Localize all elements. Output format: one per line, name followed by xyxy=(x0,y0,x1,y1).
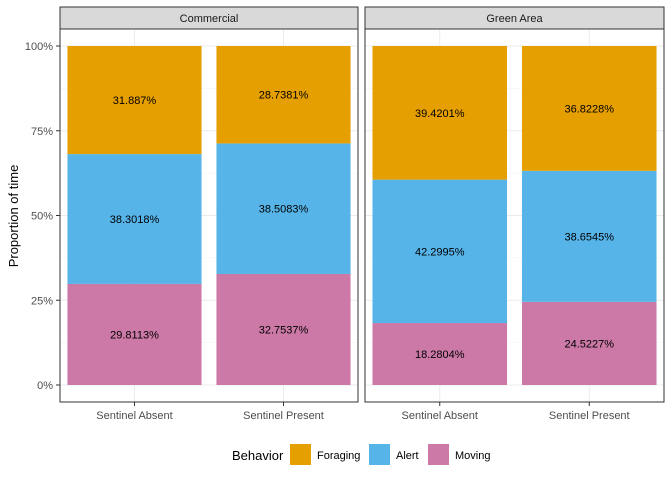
facet-strip xyxy=(59,6,359,30)
legend-label-moving: Moving xyxy=(455,450,490,462)
facet-strip-label: Commercial xyxy=(180,13,239,25)
facet-strip xyxy=(364,6,665,30)
bar-segment-alert xyxy=(67,154,202,284)
bar-segment-foraging xyxy=(521,46,657,171)
y-tick-label: 50% xyxy=(31,211,53,223)
legend-key-alert xyxy=(369,444,390,465)
data-label: 36.8228% xyxy=(564,103,614,115)
x-tick-label: Sentinel Present xyxy=(243,410,324,422)
panel-1: 18.2804% 42.2995% 39.4201% 24.5227% 38.6545%… xyxy=(364,6,665,422)
legend-label-foraging: Foraging xyxy=(317,450,360,462)
bar-segment-alert xyxy=(372,179,508,324)
data-label: 42.2995% xyxy=(415,246,465,258)
data-label: 24.5227% xyxy=(564,338,614,350)
legend-key-moving xyxy=(428,444,449,465)
bar-segment-moving xyxy=(67,283,202,385)
x-tick-label: Sentinel Present xyxy=(549,410,630,422)
y-tick-label: 75% xyxy=(31,126,53,138)
x-tick-label: Sentinel Absent xyxy=(402,410,478,422)
y-axis-title: Proportion of time xyxy=(6,165,21,268)
data-label: 31.887% xyxy=(113,95,157,107)
data-label: 38.5083% xyxy=(259,204,309,216)
legend: Behavior Foraging Alert Moving xyxy=(232,444,490,465)
bar-segment-alert xyxy=(216,143,351,274)
x-tick-label: Sentinel Absent xyxy=(96,410,172,422)
legend-title: Behavior xyxy=(232,448,284,463)
legend-label-alert: Alert xyxy=(396,450,419,462)
bar-segment-alert xyxy=(521,170,657,302)
y-tick-label: 25% xyxy=(31,295,53,307)
facet-panels: 29.8113% 38.3018% 31.887% 32.7537% 38.5083% 2… xyxy=(59,6,665,422)
facet-strip-label: Green Area xyxy=(486,13,543,25)
bar-segment-foraging xyxy=(372,46,508,180)
data-label: 18.2804% xyxy=(415,349,465,361)
bar-segment-foraging xyxy=(216,45,351,144)
bar-segment-moving xyxy=(216,273,351,385)
y-tick-label: 100% xyxy=(25,41,53,53)
data-label: 39.4201% xyxy=(415,108,465,120)
legend-key-foraging xyxy=(290,444,311,465)
data-label: 32.7537% xyxy=(259,324,309,336)
data-label: 38.6545% xyxy=(564,231,614,243)
data-label: 38.3018% xyxy=(110,214,160,226)
data-label: 29.8113% xyxy=(110,329,159,341)
bar-segment-moving xyxy=(521,301,657,385)
panel-0: 29.8113% 38.3018% 31.887% 32.7537% 38.5083% 2… xyxy=(59,6,359,422)
bar-segment-moving xyxy=(372,323,508,385)
y-tick-label: 0% xyxy=(37,380,53,392)
data-label: 28.7381% xyxy=(259,90,309,102)
bar-segment-foraging xyxy=(67,45,202,155)
y-axis: 0% 25% 50% 75% 100% xyxy=(25,41,60,392)
